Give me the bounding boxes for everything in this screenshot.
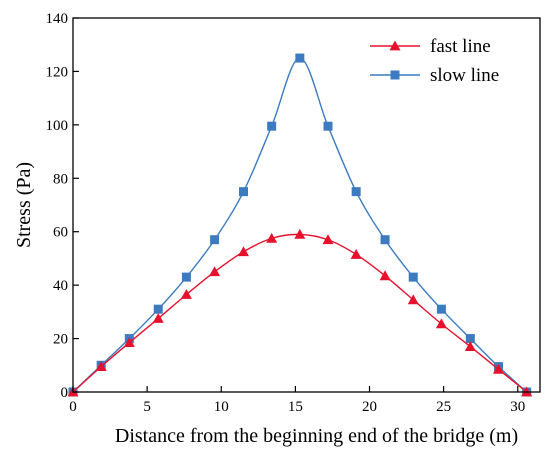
y-tick-label-4: 80 [53, 171, 68, 187]
data-point-slow-line-5 [210, 235, 220, 245]
data-point-slow-line-13 [436, 304, 446, 314]
plot-frame [72, 17, 541, 393]
data-point-fast-line-1 [95, 361, 107, 372]
x-tick-label-2: 10 [214, 399, 229, 415]
series-slow-line [68, 53, 532, 397]
x-tick-label-6: 30 [510, 399, 525, 415]
data-point-fast-line-12 [407, 294, 419, 305]
data-point-fast-line-5 [209, 266, 221, 277]
ticks-layer: 0 5 10 15 20 25 30 0 20 40 60 80 100 120 140 [46, 11, 526, 415]
data-point-fast-line-6 [237, 246, 249, 257]
data-point-fast-line-4 [180, 288, 192, 299]
y-tick-label-7: 140 [46, 11, 69, 27]
data-point-slow-line-7 [267, 121, 277, 131]
data-point-fast-line-13 [435, 318, 447, 329]
y-tick-label-1: 20 [53, 332, 68, 348]
data-point-fast-line-2 [123, 337, 135, 347]
series-line-slow-line [72, 57, 528, 393]
x-tick-label-0: 0 [69, 399, 77, 415]
y-tick-label-0: 0 [61, 385, 69, 401]
data-point-fast-line-15 [492, 363, 504, 374]
series-line-fast-line [72, 233, 528, 393]
legend-item-fast-line: fast line [370, 36, 491, 57]
y-tick-label-3: 60 [53, 225, 68, 241]
data-point-slow-line-14 [465, 334, 475, 344]
data-point-slow-line-10 [351, 187, 361, 197]
series-layer [67, 53, 533, 397]
x-tick-label-4: 20 [362, 399, 377, 415]
legend-label-fast-line: fast line [430, 36, 491, 57]
data-point-slow-line-6 [238, 187, 248, 197]
x-tick-label-5: 25 [436, 399, 451, 415]
data-point-slow-line-8 [295, 53, 305, 63]
legend-marker-fast-line [389, 40, 401, 51]
data-point-slow-line-4 [181, 272, 191, 282]
legend: fast line slow line [370, 36, 499, 86]
series-fast-line [67, 228, 533, 397]
data-point-fast-line-7 [266, 232, 278, 243]
legend-marker-slow-line [390, 70, 400, 80]
data-point-fast-line-9 [322, 234, 334, 245]
y-tick-label-2: 40 [53, 278, 68, 294]
y-tick-label-6: 120 [46, 64, 69, 80]
data-point-fast-line-3 [152, 313, 164, 323]
legend-item-slow-line: slow line [370, 65, 499, 86]
data-point-slow-line-9 [323, 121, 333, 131]
data-point-slow-line-11 [380, 235, 390, 245]
legend-label-slow-line: slow line [430, 65, 499, 86]
data-point-slow-line-3 [153, 304, 163, 314]
data-point-fast-line-8 [294, 228, 306, 239]
x-tick-label-3: 15 [288, 399, 303, 415]
data-point-fast-line-11 [379, 270, 391, 281]
data-point-fast-line-14 [464, 341, 476, 351]
y-axis-label: Stress (Pa) [13, 162, 35, 248]
data-point-slow-line-12 [408, 272, 418, 282]
y-tick-label-5: 100 [46, 118, 69, 134]
x-tick-label-1: 5 [143, 399, 151, 415]
data-point-fast-line-10 [350, 248, 362, 259]
x-axis-label: Distance from the beginning end of the b… [115, 425, 518, 447]
